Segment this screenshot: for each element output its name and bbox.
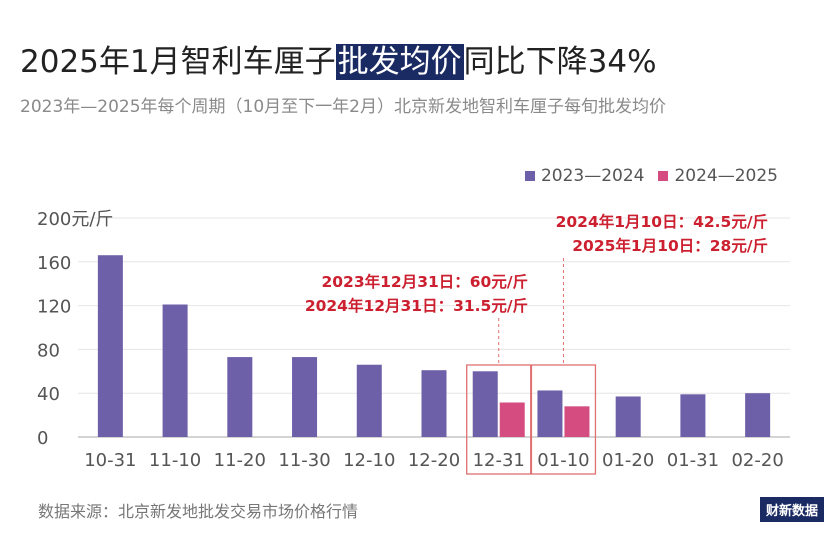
legend-swatch-series-2	[658, 171, 669, 181]
annotation-text: 2025年1月10日：28元/斤	[572, 236, 768, 255]
title-highlight: 批发均价	[335, 44, 464, 80]
x-tick-label: 12-20	[408, 450, 460, 471]
bar-series-1	[472, 371, 498, 437]
x-tick-label: 11-20	[214, 450, 266, 471]
y-tick-label: 120	[37, 297, 71, 318]
x-tick-label: 02-20	[731, 450, 783, 471]
y-tick-label: 0	[37, 428, 48, 449]
bar-series-1	[356, 364, 382, 437]
legend-label-series-2: 2024—2025	[674, 166, 778, 186]
bar-series-1	[227, 357, 253, 437]
bar-series-2	[564, 406, 590, 437]
chart-subtitle: 2023年—2025年每个周期（10月至下一年2月）北京新发地智利车厘子每旬批发…	[20, 97, 666, 117]
legend-label-series-1: 2023—2024	[540, 166, 645, 186]
y-tick-label: 160	[37, 253, 71, 274]
title-part-2: 同比下降34%	[463, 44, 657, 80]
y-tick-label: 80	[37, 340, 60, 361]
x-tick-label: 11-10	[149, 450, 201, 471]
bar-series-2	[499, 402, 525, 437]
legend-item-series-2: 2024—2025	[658, 166, 778, 186]
bar-series-1	[97, 255, 123, 437]
brand-logo: 财新数据	[759, 497, 824, 522]
annotation-text: 2024年12月31日：31.5元/斤	[305, 296, 528, 315]
bar-series-1	[421, 370, 447, 437]
highlight-box	[530, 364, 597, 475]
annotation-text: 2024年1月10日：42.5元/斤	[556, 212, 768, 231]
bar-series-1	[615, 396, 641, 437]
annotation-text: 2023年12月31日：60元/斤	[321, 272, 528, 291]
bar-series-1	[745, 393, 771, 437]
x-tick-label: 01-31	[667, 450, 719, 471]
y-tick-label: 200元/斤	[37, 209, 113, 230]
legend-swatch-series-1	[524, 171, 535, 181]
title-part-1: 2025年1月智利车厘子	[20, 44, 336, 80]
chart-legend: 2023—2024 2024—2025	[511, 166, 778, 186]
data-source: 数据来源：北京新发地批发交易市场价格行情	[38, 502, 359, 521]
bar-series-1	[537, 390, 563, 437]
legend-item-series-1: 2023—2024	[524, 166, 645, 186]
highlight-box	[466, 364, 532, 475]
bar-series-1	[292, 357, 318, 437]
x-tick-label: 11-30	[278, 450, 330, 471]
y-tick-label: 40	[37, 384, 60, 405]
bar-series-1	[162, 304, 188, 437]
x-tick-label: 01-10	[537, 450, 589, 471]
x-tick-label: 10-31	[84, 450, 136, 471]
x-tick-label: 01-20	[602, 450, 654, 471]
x-tick-label: 12-31	[473, 450, 525, 471]
bar-series-1	[680, 394, 706, 437]
chart-title: 2025年1月智利车厘子批发均价同比下降34%	[20, 40, 657, 84]
x-tick-label: 12-10	[343, 450, 395, 471]
